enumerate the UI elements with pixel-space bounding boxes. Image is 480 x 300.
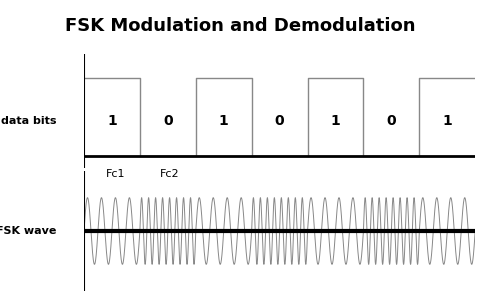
Text: 1: 1: [107, 114, 117, 128]
Text: 1: 1: [331, 114, 340, 128]
Text: Fc2: Fc2: [159, 169, 179, 179]
Text: Fc1: Fc1: [107, 169, 126, 179]
Text: 0: 0: [163, 114, 173, 128]
Text: 0: 0: [275, 114, 285, 128]
Text: data bits: data bits: [0, 116, 56, 126]
Text: 1: 1: [443, 114, 452, 128]
Text: 0: 0: [386, 114, 396, 128]
Text: 1: 1: [219, 114, 228, 128]
Text: FSK wave: FSK wave: [0, 226, 56, 236]
Text: FSK Modulation and Demodulation: FSK Modulation and Demodulation: [65, 16, 415, 34]
